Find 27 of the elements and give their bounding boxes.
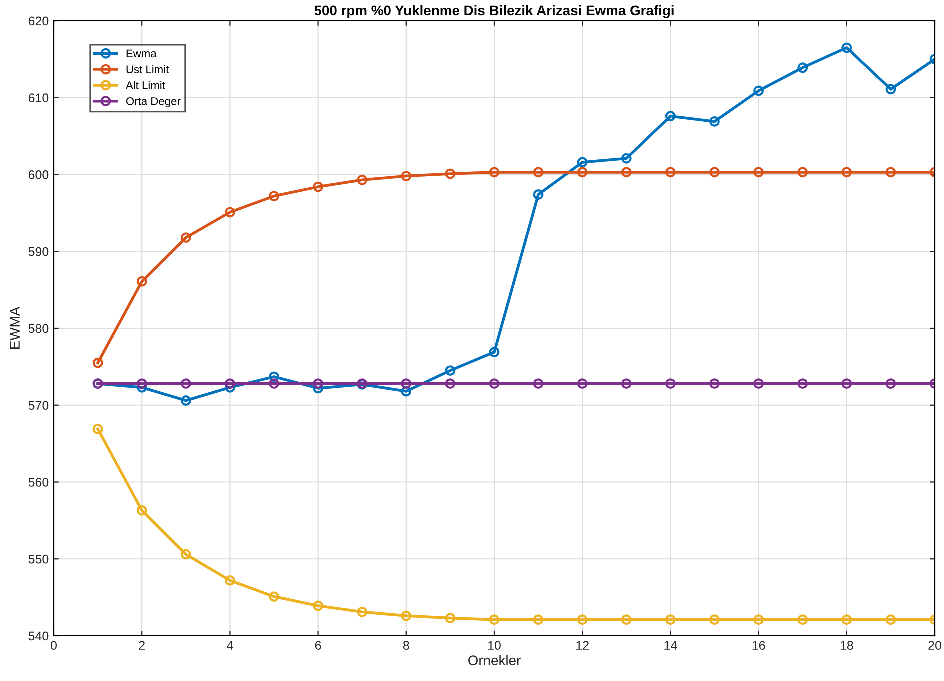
x-tick-label: 2: [139, 641, 145, 650]
x-tick-label: 10: [488, 641, 501, 650]
x-tick-label: 0: [51, 641, 57, 650]
y-tick-label: 620: [28, 16, 49, 26]
y-tick-label: 600: [28, 170, 49, 180]
y-tick-label: 560: [28, 478, 49, 487]
x-tick-label: 6: [315, 641, 322, 650]
legend-label: Orta Deger: [126, 97, 181, 108]
x-axis-title: Ornekler: [468, 655, 521, 666]
y-tick-label: 590: [28, 247, 49, 256]
legend-label: Ewma: [126, 50, 157, 58]
chart-title: 500 rpm %0 Yuklenme Dis Bilezik Arizasi Ewma Grafigi: [314, 5, 674, 18]
x-tick-label: 18: [840, 641, 854, 650]
x-tick-label: 8: [403, 641, 410, 650]
x-tick-label: 16: [752, 641, 766, 650]
x-tick-label: 4: [227, 641, 234, 650]
y-axis-title: EWMA: [10, 306, 20, 349]
x-tick-label: 14: [664, 641, 678, 650]
x-tick-label: 20: [928, 641, 942, 650]
y-tick-label: 610: [28, 94, 49, 103]
legend-label: Alt Limit: [126, 81, 166, 90]
y-tick-label: 580: [28, 324, 49, 334]
y-tick-label: 550: [28, 554, 49, 564]
y-tick-label: 570: [28, 401, 49, 410]
legend-label: Ust Limit: [126, 65, 170, 74]
y-tick-label: 540: [28, 632, 49, 641]
x-tick-label: 12: [576, 641, 589, 650]
